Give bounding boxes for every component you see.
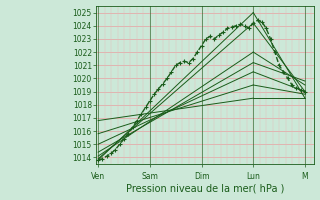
X-axis label: Pression niveau de la mer( hPa ): Pression niveau de la mer( hPa ) — [126, 183, 284, 193]
